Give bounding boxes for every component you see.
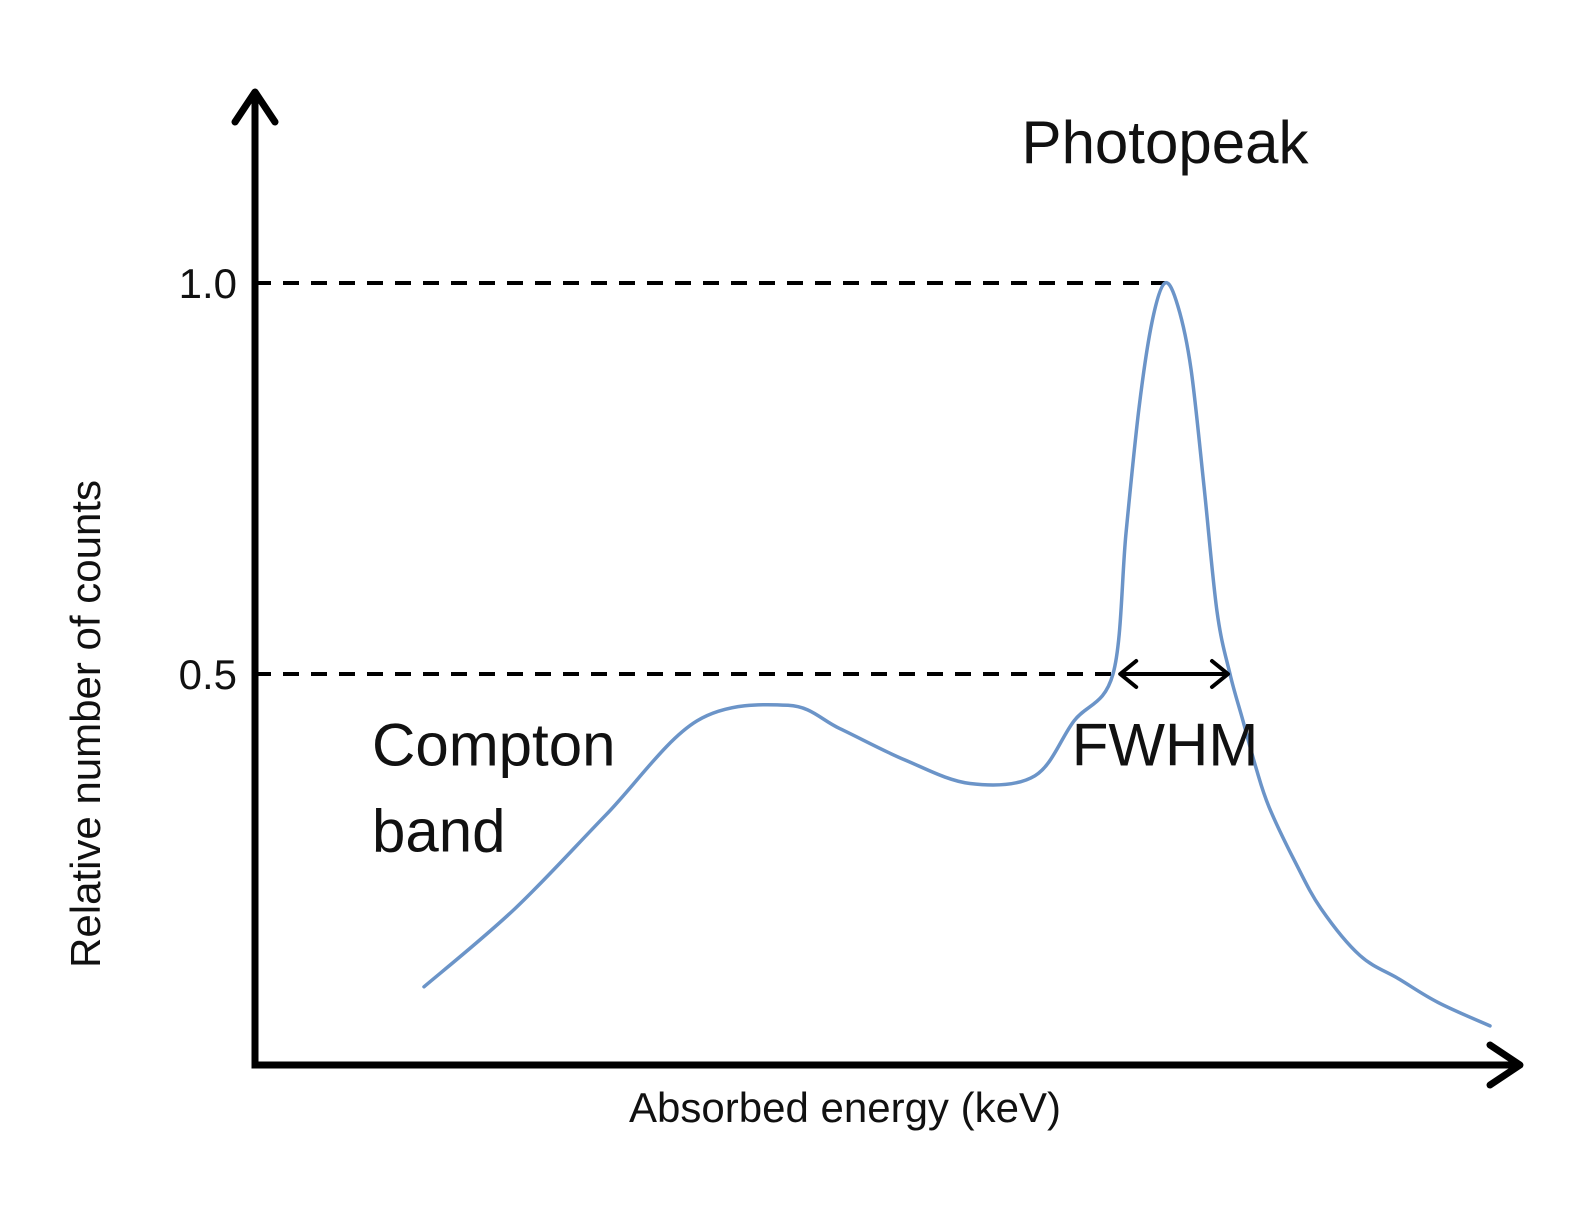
annotation-fwhm: FWHM bbox=[1072, 711, 1259, 778]
annotation-compton: Compton bbox=[372, 711, 615, 778]
axes bbox=[231, 88, 1524, 1089]
y-tick-label: 0.5 bbox=[179, 651, 237, 698]
fwhm-span bbox=[1118, 659, 1230, 689]
x-axis-label: Absorbed energy (keV) bbox=[629, 1084, 1061, 1131]
y-tick-label: 1.0 bbox=[179, 260, 237, 307]
y-ticks: 0.5 1.0 bbox=[179, 260, 237, 698]
curve-layer bbox=[422, 280, 1492, 1028]
annotation-photopeak: Photopeak bbox=[1022, 109, 1310, 176]
annotation-band: band bbox=[372, 797, 505, 864]
fwhm-arrow-right-head bbox=[1210, 659, 1230, 689]
y-axis-label: Relative number of counts bbox=[62, 480, 109, 968]
x-axis-arrow bbox=[1486, 1041, 1524, 1089]
fwhm-arrow-left-head bbox=[1118, 659, 1139, 689]
annotations: Photopeak Compton band FWHM bbox=[372, 109, 1309, 864]
y-axis-arrow bbox=[231, 88, 279, 126]
spectrum-curve bbox=[422, 280, 1492, 1028]
reference-lines bbox=[255, 281, 1165, 676]
